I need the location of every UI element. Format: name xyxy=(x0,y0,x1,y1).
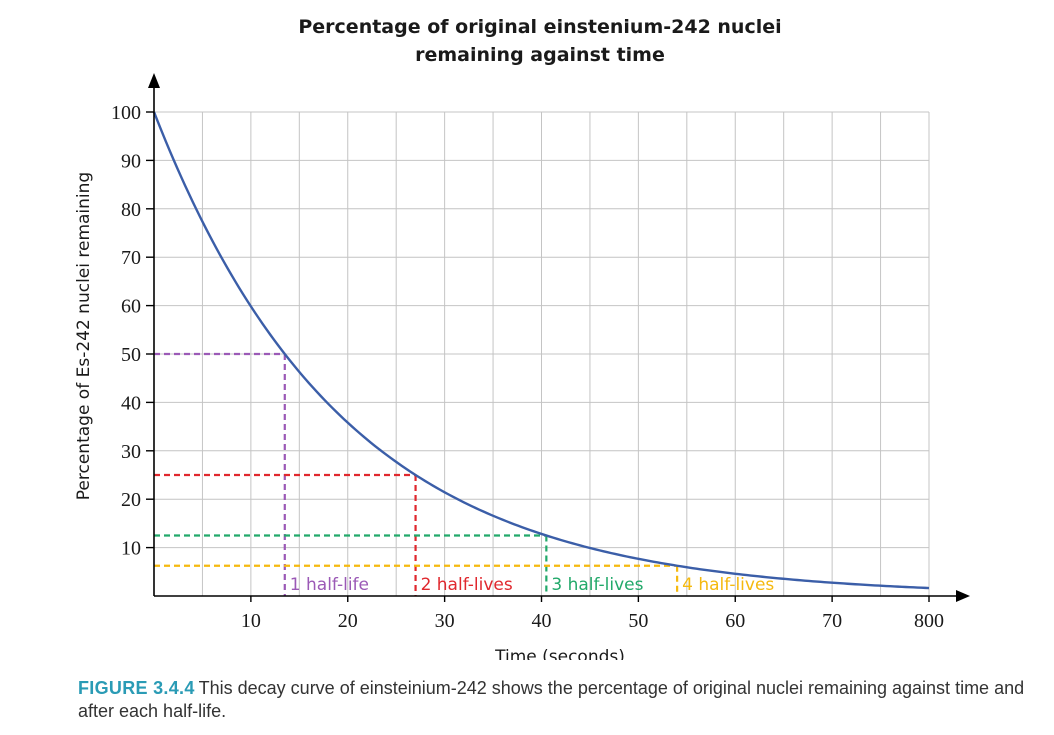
half-life-label-4: 4 half-lives xyxy=(682,575,774,595)
grid xyxy=(154,111,930,596)
x-tick-label: 20 xyxy=(338,610,358,632)
x-tick-label: 800 xyxy=(914,610,944,632)
x-tick-label: 10 xyxy=(241,610,261,632)
x-tick-label: 40 xyxy=(532,610,552,632)
y-tick-label: 100 xyxy=(111,102,141,124)
y-tick-label: 80 xyxy=(121,199,141,221)
y-tick-label: 50 xyxy=(121,344,141,366)
half-life-label-2: 2 half-lives xyxy=(421,575,513,595)
x-tick-label: 70 xyxy=(822,610,842,632)
x-tick-label: 60 xyxy=(725,610,745,632)
y-axis-label: Percentage of Es-242 nuclei remaining xyxy=(74,172,94,500)
y-axis-arrow xyxy=(148,73,160,88)
tick-labels: 10 20 30 40 50 60 70 80 90 100 10 20 30 40 50 60 70 800 xyxy=(111,102,944,632)
axes xyxy=(146,73,970,602)
decay-curve-layer xyxy=(152,111,930,590)
half-life-guides: 1 half-life 2 half-lives 3 half-lives 4 hal… xyxy=(154,352,774,596)
figure-caption: FIGURE 3.4.4 This decay curve of einstein… xyxy=(78,677,1028,723)
figure-caption-text: This decay curve of einsteinium-242 show… xyxy=(78,678,1025,721)
y-tick-label: 40 xyxy=(121,392,141,414)
figure-label: FIGURE 3.4.4 xyxy=(78,678,195,698)
y-tick-label: 60 xyxy=(121,296,141,318)
chart-title-line-2: remaining against time xyxy=(415,44,665,66)
half-life-label-3: 3 half-lives xyxy=(551,575,643,595)
y-tick-label: 70 xyxy=(121,247,141,269)
x-tick-label: 50 xyxy=(628,610,648,632)
x-tick-label: 30 xyxy=(435,610,455,632)
x-axis-arrow xyxy=(956,590,970,602)
y-tick-label: 90 xyxy=(121,150,141,172)
y-tick-label: 20 xyxy=(121,489,141,511)
y-tick-label: 30 xyxy=(121,441,141,463)
chart-title-line-1: Percentage of original einstenium-242 nu… xyxy=(298,16,781,38)
decay-chart: Percentage of original einstenium-242 nu… xyxy=(74,16,970,660)
x-axis-label: Time (seconds) xyxy=(494,647,625,660)
decay-curve xyxy=(152,111,930,590)
half-life-label-1: 1 half-life xyxy=(290,575,369,595)
y-tick-label: 10 xyxy=(121,538,141,560)
